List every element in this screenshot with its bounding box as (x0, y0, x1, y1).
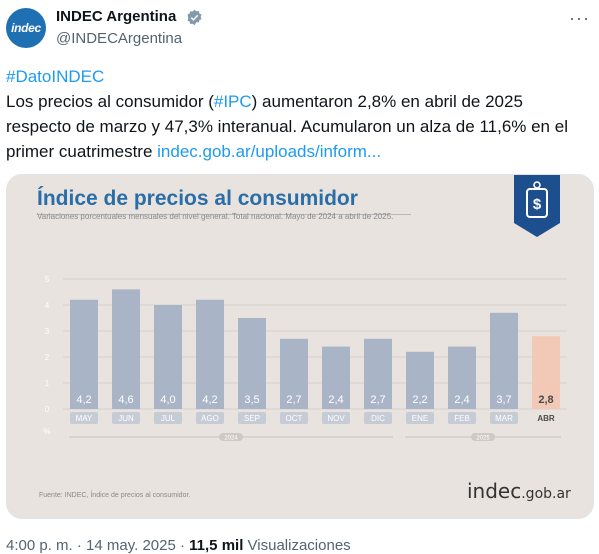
category-chip (448, 412, 476, 424)
y-axis-label: % (43, 427, 50, 436)
bar-abr (532, 336, 560, 409)
category-chip (154, 412, 182, 424)
value-label: 4,2 (202, 394, 217, 406)
bar-ago (196, 299, 224, 409)
chart-source: Fuente: INDEC, Índice de precios al cons… (39, 492, 191, 499)
bar-feb (448, 346, 476, 409)
value-label: 2,8 (538, 394, 553, 406)
value-label: 4,0 (160, 394, 175, 406)
avatar-text: indec (11, 21, 41, 35)
category-label: AGO (201, 414, 219, 423)
category-chip (280, 412, 308, 424)
category-label: MAR (495, 414, 513, 423)
tweet-header: indec INDEC Argentina @INDECArgentina ··… (6, 4, 596, 48)
dollar-price-tag-icon: $ (514, 175, 560, 237)
logo-domain: .gob.ar (521, 486, 571, 502)
indec-logo: indec.gob.ar (467, 479, 571, 503)
chart-subtitle: Variaciones porcentuales mensuales del n… (37, 212, 394, 221)
logo-main: indec (467, 479, 522, 503)
value-label: 2,7 (370, 394, 385, 406)
value-label: 2,4 (328, 394, 343, 406)
tweet-time[interactable]: 4:00 p. m. · 14 may. 2025 · (6, 537, 190, 554)
category-label: ABR (537, 414, 555, 423)
hashtag-link[interactable]: #DatoINDEC (6, 67, 105, 86)
category-label: SEP (244, 414, 260, 423)
year-label: 2024 (224, 436, 238, 442)
report-link[interactable]: indec.gob.ar/uploads/inform... (157, 142, 382, 161)
y-tick-label: 2 (45, 353, 50, 362)
category-chip (322, 412, 350, 424)
y-tick-label: 0 (45, 405, 50, 414)
ipc-hashtag-link[interactable]: #IPC (213, 92, 252, 111)
y-tick-label: 4 (45, 301, 50, 310)
category-label: NOV (327, 414, 345, 423)
account-handle[interactable]: @INDECArgentina (56, 30, 183, 47)
verified-badge-icon (187, 9, 202, 26)
value-label: 3,7 (496, 394, 511, 406)
bar-sep (238, 318, 266, 409)
bar-may (70, 299, 98, 409)
bar-jun (112, 289, 140, 409)
value-label: 2,7 (286, 394, 301, 406)
value-label: 2,4 (454, 394, 469, 406)
category-label: JUL (161, 414, 176, 423)
tweet-line: ) aumentaron 2,8% en abril de 2025 (251, 92, 523, 111)
year-chip (219, 433, 243, 441)
category-label: FEB (454, 414, 470, 423)
tweet-meta: 4:00 p. m. · 14 may. 2025 · 11,5 mil Vis… (6, 537, 351, 554)
category-label: MAY (76, 414, 93, 423)
chart-image-card[interactable]: 0 1 2 3 4 5% 4,2 MAY 4,6 JUN 4,0 JUL 4,2 AGO 3,5 SEP 2,7… (6, 174, 594, 519)
category-label: ENE (412, 414, 428, 423)
tweet-line: primer cuatrimestre (6, 142, 158, 161)
svg-text:$: $ (533, 196, 542, 213)
y-tick-label: 5 (45, 275, 50, 284)
category-chip (70, 412, 98, 424)
bar-ene (406, 351, 434, 409)
more-options-icon[interactable]: ··· (569, 8, 590, 28)
category-label: JUN (118, 414, 134, 423)
category-chip (238, 412, 266, 424)
y-tick-label: 1 (45, 379, 50, 388)
value-label: 4,6 (118, 394, 133, 406)
ipc-bar-chart: 0 1 2 3 4 5% 4,2 MAY 4,6 JUN 4,0 JUL 4,2 AGO 3,5 SEP 2,7… (43, 275, 567, 442)
bar-nov (322, 346, 350, 409)
category-chip (364, 412, 392, 424)
bar-oct (280, 338, 308, 409)
category-chip (112, 412, 140, 424)
tweet-line: respecto de marzo y 47,3% interanual. Ac… (6, 117, 568, 136)
tweet-text: #DatoINDEC Los precios al consumidor (#I… (6, 64, 594, 164)
value-label: 2,2 (412, 394, 427, 406)
bar-mar (490, 312, 518, 409)
account-name[interactable]: INDEC Argentina (56, 8, 177, 25)
bar-jul (154, 305, 182, 409)
avatar[interactable]: indec (6, 8, 46, 48)
y-tick-label: 3 (45, 327, 50, 336)
value-label: 3,5 (244, 394, 259, 406)
chart-title: Índice de precios al consumidor (37, 187, 411, 215)
views-count: 11,5 mil (189, 537, 244, 554)
value-label: 4,2 (76, 394, 91, 406)
category-chip (406, 412, 434, 424)
year-label: 2025 (476, 436, 490, 442)
views-label: Visualizaciones (243, 537, 351, 554)
category-chip (490, 412, 518, 424)
bar-dic (364, 338, 392, 409)
category-chip (196, 412, 224, 424)
category-label: OCT (286, 414, 303, 423)
category-label: DIC (371, 414, 385, 423)
year-chip (471, 433, 495, 441)
tweet-line: Los precios al consumidor ( (6, 92, 214, 111)
